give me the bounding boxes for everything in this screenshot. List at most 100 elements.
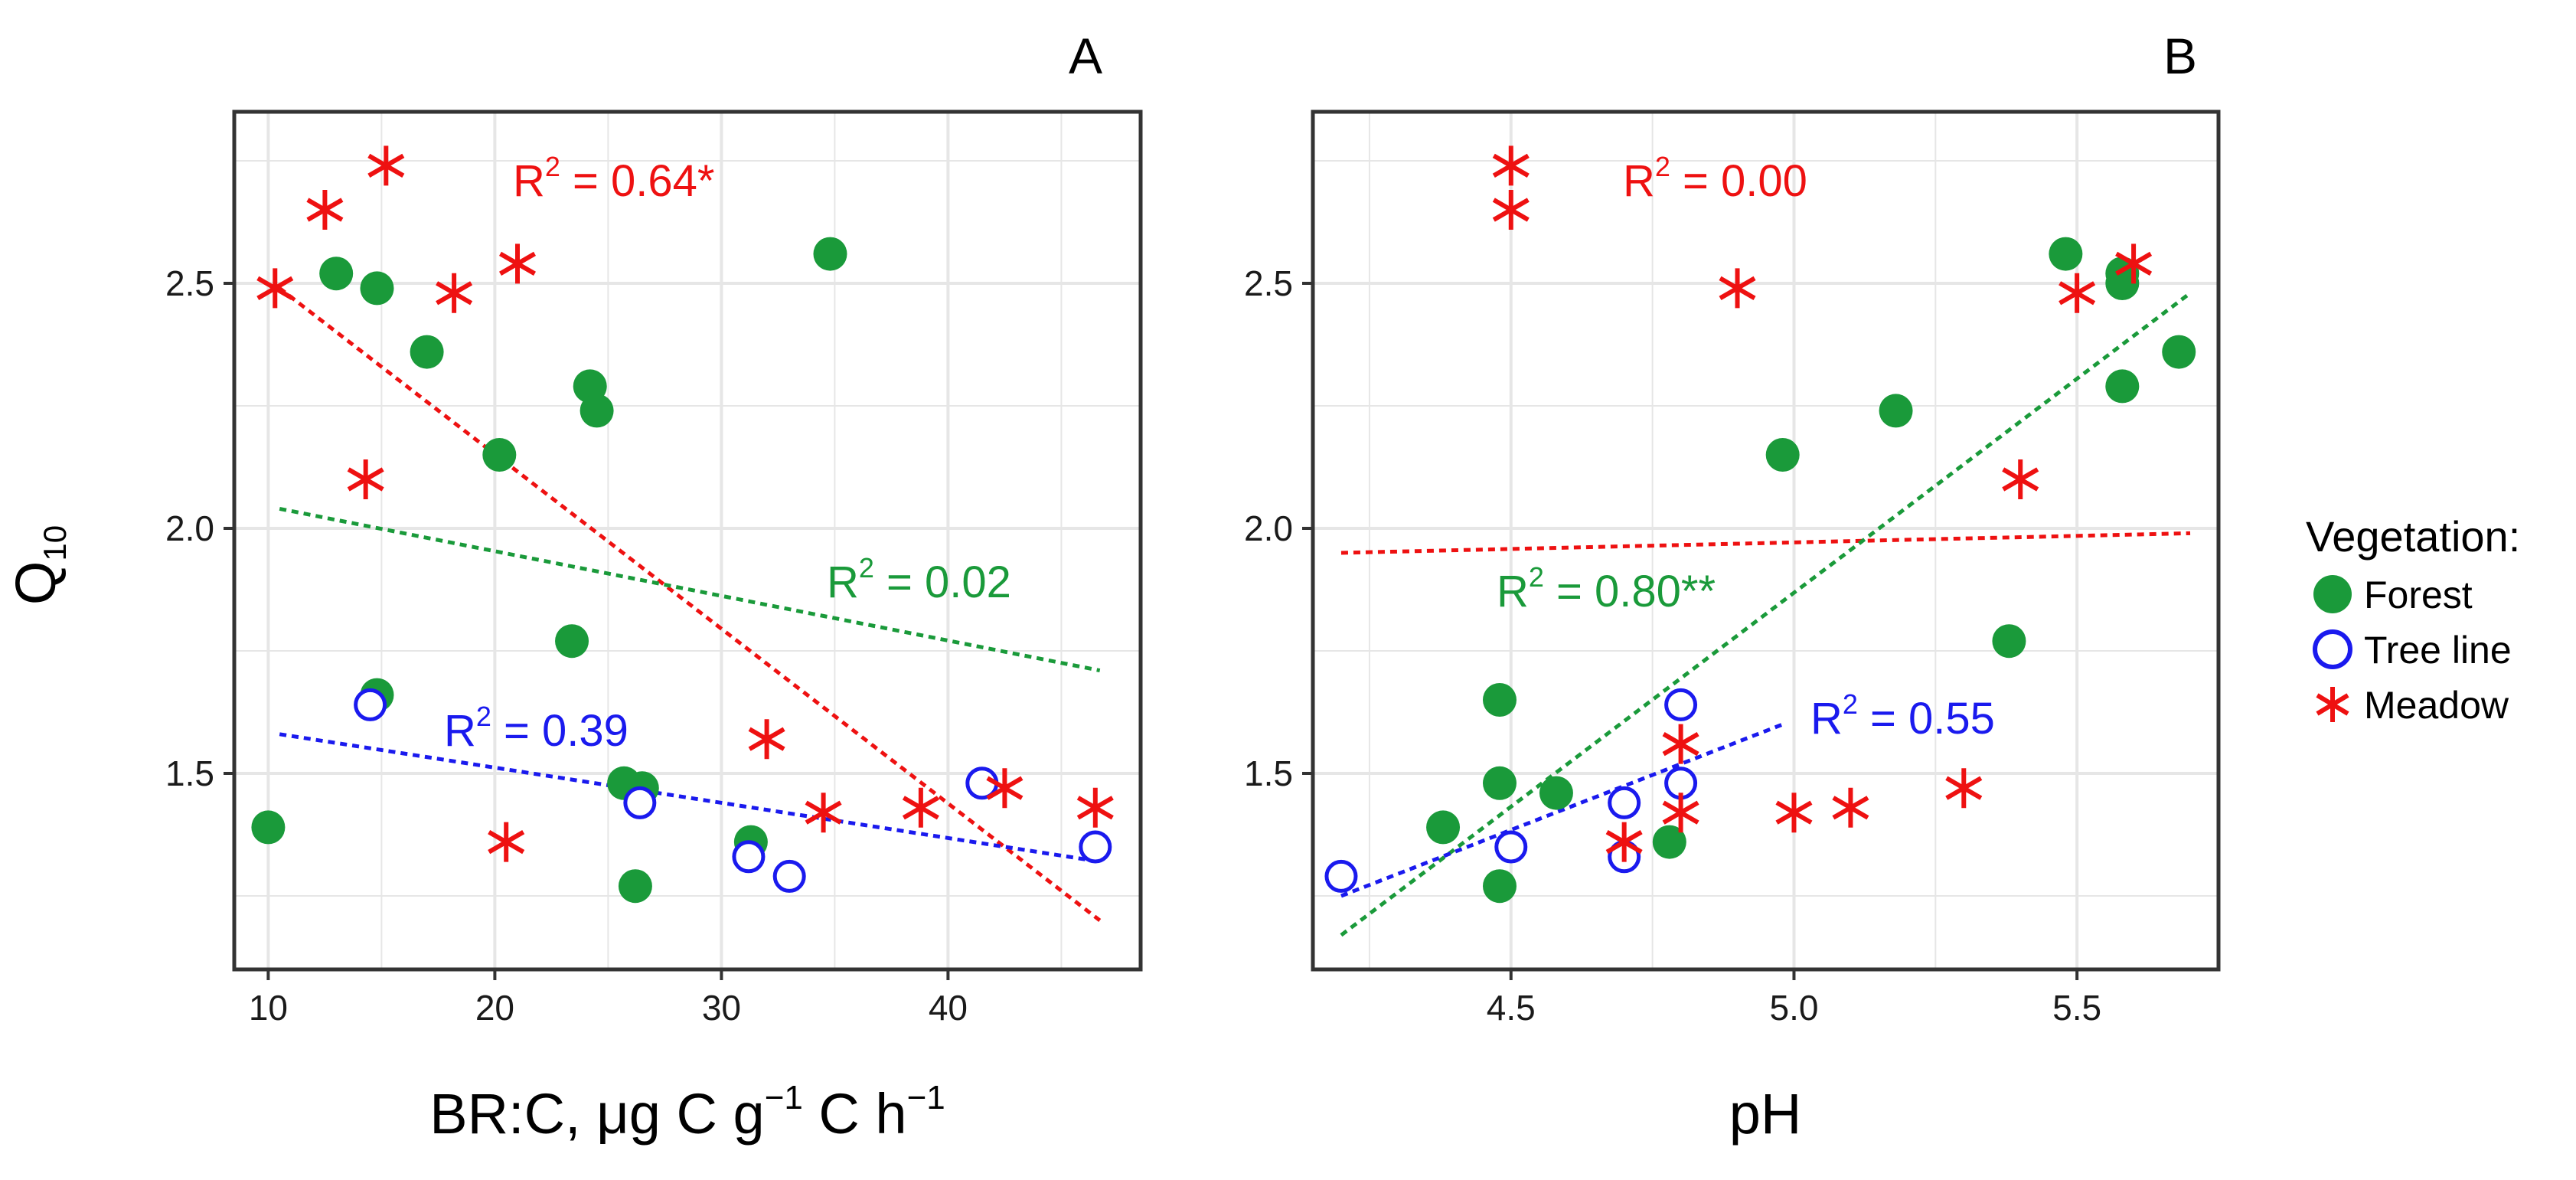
panel-b-point-forest xyxy=(2049,237,2083,271)
panel-b-r2-meadow: R2 = 0.00 xyxy=(1623,151,1807,206)
panel-b-point-meadow-stroke xyxy=(2115,251,2153,276)
panel-a-point-meadow-stroke xyxy=(347,467,384,492)
panel-a-r2-meadow-value: = 0.64* xyxy=(560,156,715,206)
panel-a-ticks: 10 20 30 40 1.5 2.0 2.5 xyxy=(165,263,968,1028)
panel-b-fit-line-tree-line xyxy=(1340,722,1784,898)
panel-a-r2-tree-line-sup: 2 xyxy=(476,701,491,732)
panel-b-r2-tree-line: R2 = 0.55 xyxy=(1810,688,1995,744)
panel-b-point-meadow xyxy=(2115,244,2153,284)
panel-b-point-forest xyxy=(1765,438,1800,472)
legend-tree-line-label: Tree line xyxy=(2364,629,2512,672)
panel-a-x-tick-label: 10 xyxy=(249,988,288,1028)
panel-b-fit-line-forest xyxy=(1340,291,2192,937)
panel-a-point-meadow-stroke xyxy=(488,830,525,855)
panel-b-point-meadow xyxy=(1492,190,1530,230)
panel-b-r2-forest-r: R xyxy=(1497,567,1529,616)
panel-a-point-meadow-stroke xyxy=(805,800,842,825)
panel-a-r2-meadow-r: R xyxy=(513,156,545,206)
panel-b-point-meadow-stroke xyxy=(1945,776,1983,800)
y-axis-title-main: Q xyxy=(4,561,67,606)
panel-b-point-forest xyxy=(1539,776,1573,810)
panel-a-y-tick-label: 2.0 xyxy=(165,508,214,548)
legend-item-tree-line: Tree line xyxy=(2313,629,2512,672)
panel-b-r2-meadow-r: R xyxy=(1623,156,1655,206)
panel-b-x-tick-label: 5.5 xyxy=(2052,988,2101,1028)
panel-b-point-forest xyxy=(1992,624,2026,659)
panel-a-x-axis-title: BR:C, μg C g−1 C h−1 xyxy=(429,1079,945,1146)
legend: Vegetation: Forest Tree line Meadow xyxy=(2306,512,2520,727)
panel-b-point-meadow-stroke xyxy=(1492,153,1530,178)
panel-b-fit-line-meadow xyxy=(1340,531,2191,555)
panel-b-point-meadow-stroke xyxy=(1662,732,1699,757)
panel-b-point-meadow-stroke xyxy=(1775,800,1813,825)
panel-a-point-meadow xyxy=(436,273,473,313)
panel-a-r2-forest: R2 = 0.02 xyxy=(827,552,1011,607)
panel-a-point-meadow-stroke xyxy=(1076,796,1114,820)
panel-b-point-meadow xyxy=(2059,273,2096,313)
y-axis-title: Q10 xyxy=(4,525,73,605)
panel-b-point-meadow xyxy=(1492,145,1530,186)
panel-a-r2-tree-line-value: = 0.39 xyxy=(491,706,628,756)
legend-item-meadow: Meadow xyxy=(2316,684,2509,727)
panel-a-points xyxy=(251,145,1114,904)
panel-b-r2-meadow-sup: 2 xyxy=(1655,151,1670,182)
panel-b-r2-forest-sup: 2 xyxy=(1529,561,1544,593)
legend-forest-label: Forest xyxy=(2364,574,2473,616)
panel-b-point-meadow-stroke xyxy=(1662,800,1699,825)
panel-b-point-forest xyxy=(1879,394,1913,428)
panel-a-point-meadow xyxy=(306,190,344,230)
panel-a-fit-line-forest xyxy=(279,506,1101,673)
panel-a-point-meadow xyxy=(367,145,405,186)
panel-b-r2-tree-line-sup: 2 xyxy=(1843,688,1858,720)
panel-b-point-meadow xyxy=(1605,822,1643,862)
panel-a-point-forest xyxy=(251,810,286,845)
panel-b-point-forest xyxy=(1482,869,1517,904)
panel-a-point-meadow xyxy=(1076,787,1114,828)
panel-b-y-tick-label: 2.5 xyxy=(1244,263,1293,303)
panel-b: 4.5 5.0 5.51.52.02.5 B R2 = 0.00 R2 = 0.80… xyxy=(1244,28,2221,1146)
panel-b-x-axis-title: pH xyxy=(1729,1082,1802,1146)
panel-a-x-title-part-2: C h xyxy=(803,1082,907,1146)
panel-a-point-meadow-stroke xyxy=(902,796,939,820)
panel-b-point-tree-line xyxy=(1608,786,1641,819)
panel-a-point-meadow-stroke xyxy=(256,276,294,300)
panel-a-point-meadow-stroke xyxy=(367,153,405,178)
panel-a-frame xyxy=(232,110,1143,972)
panel-b-point-meadow xyxy=(1662,724,1699,764)
panel-a-plot-background xyxy=(234,112,1141,969)
panel-b-point-meadow-stroke xyxy=(1605,830,1643,855)
panel-a-x-tick-label: 40 xyxy=(929,988,968,1028)
panel-a-y-tick-label: 2.5 xyxy=(165,263,214,303)
panel-b-point-meadow xyxy=(1945,768,1983,809)
panel-a-point-tree-line xyxy=(772,859,806,893)
panel-b-y-tick-label: 2.0 xyxy=(1244,508,1293,548)
panel-b-point-meadow xyxy=(2002,459,2039,499)
panel-a-point-forest xyxy=(319,257,354,291)
panel-a-point-forest xyxy=(360,271,394,306)
panel-b-point-tree-line xyxy=(1494,830,1528,864)
panel-a-label: A xyxy=(1069,28,1102,84)
panel-a-r2-forest-r: R xyxy=(827,557,859,607)
panel-b-point-meadow-stroke xyxy=(1832,796,1869,820)
legend-tree-line-marker xyxy=(2313,629,2352,669)
panel-a-point-meadow xyxy=(256,268,294,309)
panel-a-r2-tree-line: R2 = 0.39 xyxy=(444,701,628,756)
panel-b-r2-forest: R2 = 0.80** xyxy=(1497,561,1716,616)
panel-a-point-tree-line xyxy=(1079,830,1112,864)
panel-a-point-tree-line xyxy=(354,688,387,721)
panel-b-points xyxy=(1324,145,2196,904)
panel-a-point-forest xyxy=(410,335,444,369)
panel-a-point-forest xyxy=(580,394,614,428)
panel-b-fit-lines xyxy=(1340,291,2192,937)
panel-a-point-tree-line xyxy=(623,786,657,819)
panel-b-r2-tree-line-value: = 0.55 xyxy=(1858,694,1995,744)
legend-meadow-marker xyxy=(2316,687,2349,722)
panel-a-x-title-sup-1: −1 xyxy=(765,1079,803,1116)
legend-meadow-label: Meadow xyxy=(2364,684,2509,727)
panel-a-point-meadow-stroke xyxy=(986,776,1024,800)
panel-a-r2-meadow-sup: 2 xyxy=(545,151,560,182)
panel-a-x-tick-label: 20 xyxy=(475,988,514,1028)
panel-a-r2-forest-sup: 2 xyxy=(859,552,874,583)
panel-a-point-meadow xyxy=(986,768,1024,809)
panel-b-ticks: 4.5 5.0 5.5 1.5 2.0 2.5 xyxy=(1244,263,2101,1028)
